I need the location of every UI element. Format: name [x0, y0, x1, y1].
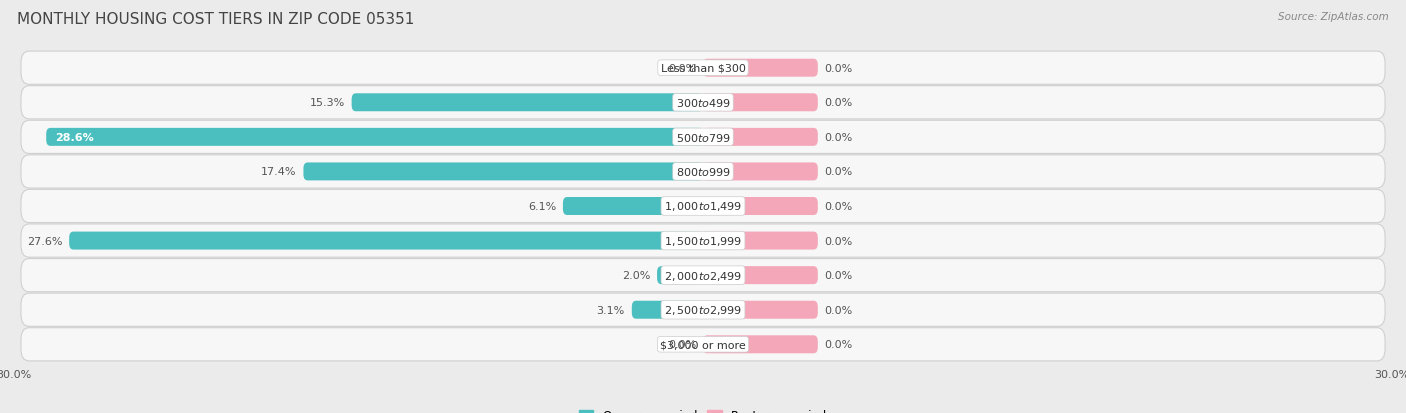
Text: 0.0%: 0.0% [825, 98, 853, 108]
FancyBboxPatch shape [21, 121, 1385, 154]
Text: 0.0%: 0.0% [825, 133, 853, 142]
Text: 0.0%: 0.0% [668, 339, 696, 349]
FancyBboxPatch shape [21, 86, 1385, 120]
Text: 0.0%: 0.0% [825, 64, 853, 74]
Text: 15.3%: 15.3% [309, 98, 344, 108]
FancyBboxPatch shape [703, 301, 818, 319]
Text: 27.6%: 27.6% [27, 236, 62, 246]
FancyBboxPatch shape [21, 293, 1385, 327]
Text: 0.0%: 0.0% [668, 64, 696, 74]
Text: 17.4%: 17.4% [262, 167, 297, 177]
FancyBboxPatch shape [703, 197, 818, 216]
Text: 0.0%: 0.0% [825, 167, 853, 177]
Text: $2,000 to $2,499: $2,000 to $2,499 [664, 269, 742, 282]
Text: 2.0%: 2.0% [621, 271, 650, 280]
Text: MONTHLY HOUSING COST TIERS IN ZIP CODE 05351: MONTHLY HOUSING COST TIERS IN ZIP CODE 0… [17, 12, 415, 27]
Text: Source: ZipAtlas.com: Source: ZipAtlas.com [1278, 12, 1389, 22]
FancyBboxPatch shape [703, 94, 818, 112]
FancyBboxPatch shape [46, 128, 703, 147]
FancyBboxPatch shape [703, 335, 818, 354]
Text: 0.0%: 0.0% [825, 305, 853, 315]
FancyBboxPatch shape [69, 232, 703, 250]
Text: $1,000 to $1,499: $1,000 to $1,499 [664, 200, 742, 213]
FancyBboxPatch shape [703, 266, 818, 285]
FancyBboxPatch shape [703, 163, 818, 181]
FancyBboxPatch shape [21, 224, 1385, 258]
Text: 0.0%: 0.0% [825, 271, 853, 280]
FancyBboxPatch shape [21, 52, 1385, 85]
FancyBboxPatch shape [703, 59, 818, 78]
FancyBboxPatch shape [631, 301, 703, 319]
FancyBboxPatch shape [703, 232, 818, 250]
FancyBboxPatch shape [21, 259, 1385, 292]
Legend: Owner-occupied, Renter-occupied: Owner-occupied, Renter-occupied [574, 404, 832, 413]
Text: 0.0%: 0.0% [825, 339, 853, 349]
FancyBboxPatch shape [304, 163, 703, 181]
FancyBboxPatch shape [21, 328, 1385, 361]
Text: $1,500 to $1,999: $1,500 to $1,999 [664, 235, 742, 247]
Text: 0.0%: 0.0% [825, 236, 853, 246]
FancyBboxPatch shape [703, 128, 818, 147]
Text: $800 to $999: $800 to $999 [675, 166, 731, 178]
FancyBboxPatch shape [657, 266, 703, 285]
Text: $500 to $799: $500 to $799 [675, 131, 731, 143]
Text: $2,500 to $2,999: $2,500 to $2,999 [664, 304, 742, 316]
FancyBboxPatch shape [562, 197, 703, 216]
FancyBboxPatch shape [352, 94, 703, 112]
FancyBboxPatch shape [21, 155, 1385, 189]
Text: 3.1%: 3.1% [596, 305, 624, 315]
Text: Less than $300: Less than $300 [661, 64, 745, 74]
Text: $300 to $499: $300 to $499 [675, 97, 731, 109]
Text: 0.0%: 0.0% [825, 202, 853, 211]
Text: $3,000 or more: $3,000 or more [661, 339, 745, 349]
Text: 6.1%: 6.1% [527, 202, 555, 211]
FancyBboxPatch shape [21, 190, 1385, 223]
Text: 28.6%: 28.6% [55, 133, 94, 142]
